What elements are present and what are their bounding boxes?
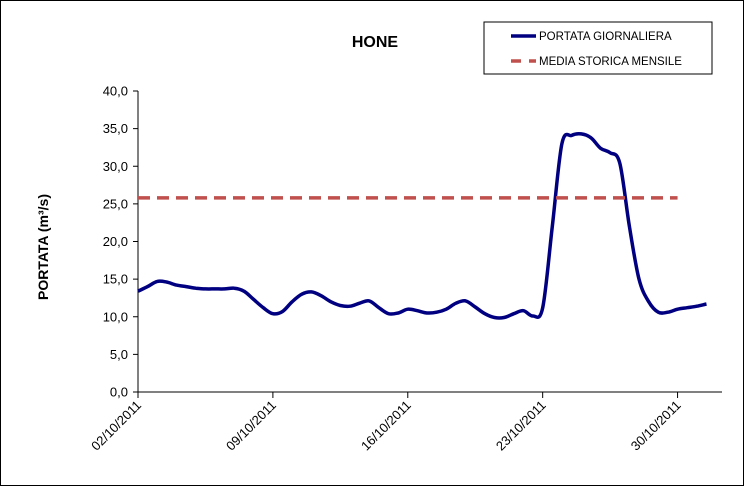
x-tick-label: 02/10/2011	[88, 398, 144, 454]
chart-title: HONE	[352, 34, 399, 51]
y-tick-label: 5,0	[110, 347, 128, 362]
x-tick-label: 16/10/2011	[358, 398, 414, 454]
legend-label-portata-giornaliera: PORTATA GIORNALIERA	[539, 31, 672, 43]
x-tick-label: 30/10/2011	[628, 398, 684, 454]
y-tick-label: 0,0	[110, 385, 128, 400]
y-tick-label: 20,0	[103, 234, 128, 249]
y-tick-label: 35,0	[103, 121, 128, 136]
x-axis: 02/10/2011 09/10/2011 16/10/2011 23/10/2011…	[88, 391, 722, 454]
series-line-portata-giornaliera	[137, 131, 707, 320]
legend: PORTATA GIORNALIERA MEDIA STORICA MENSIL…	[483, 21, 713, 75]
y-tick-label: 40,0	[103, 84, 128, 99]
x-tick-label: 09/10/2011	[223, 398, 279, 454]
y-tick-label: 10,0	[103, 309, 128, 324]
x-tick-label: 23/10/2011	[493, 398, 549, 454]
series-layer	[137, 131, 707, 320]
y-axis: 0,0 5,0 10,0 15,0 20,0 25,0 30,0 35,0 40,0	[103, 84, 139, 400]
legend-box	[483, 21, 713, 75]
legend-label-media-storica-mensile: MEDIA STORICA MENSILE	[539, 56, 682, 68]
y-axis-label: PORTATA (m³/s)	[35, 194, 51, 300]
y-tick-label: 30,0	[103, 159, 128, 174]
y-tick-label: 15,0	[103, 272, 128, 287]
y-tick-label: 25,0	[103, 196, 128, 211]
